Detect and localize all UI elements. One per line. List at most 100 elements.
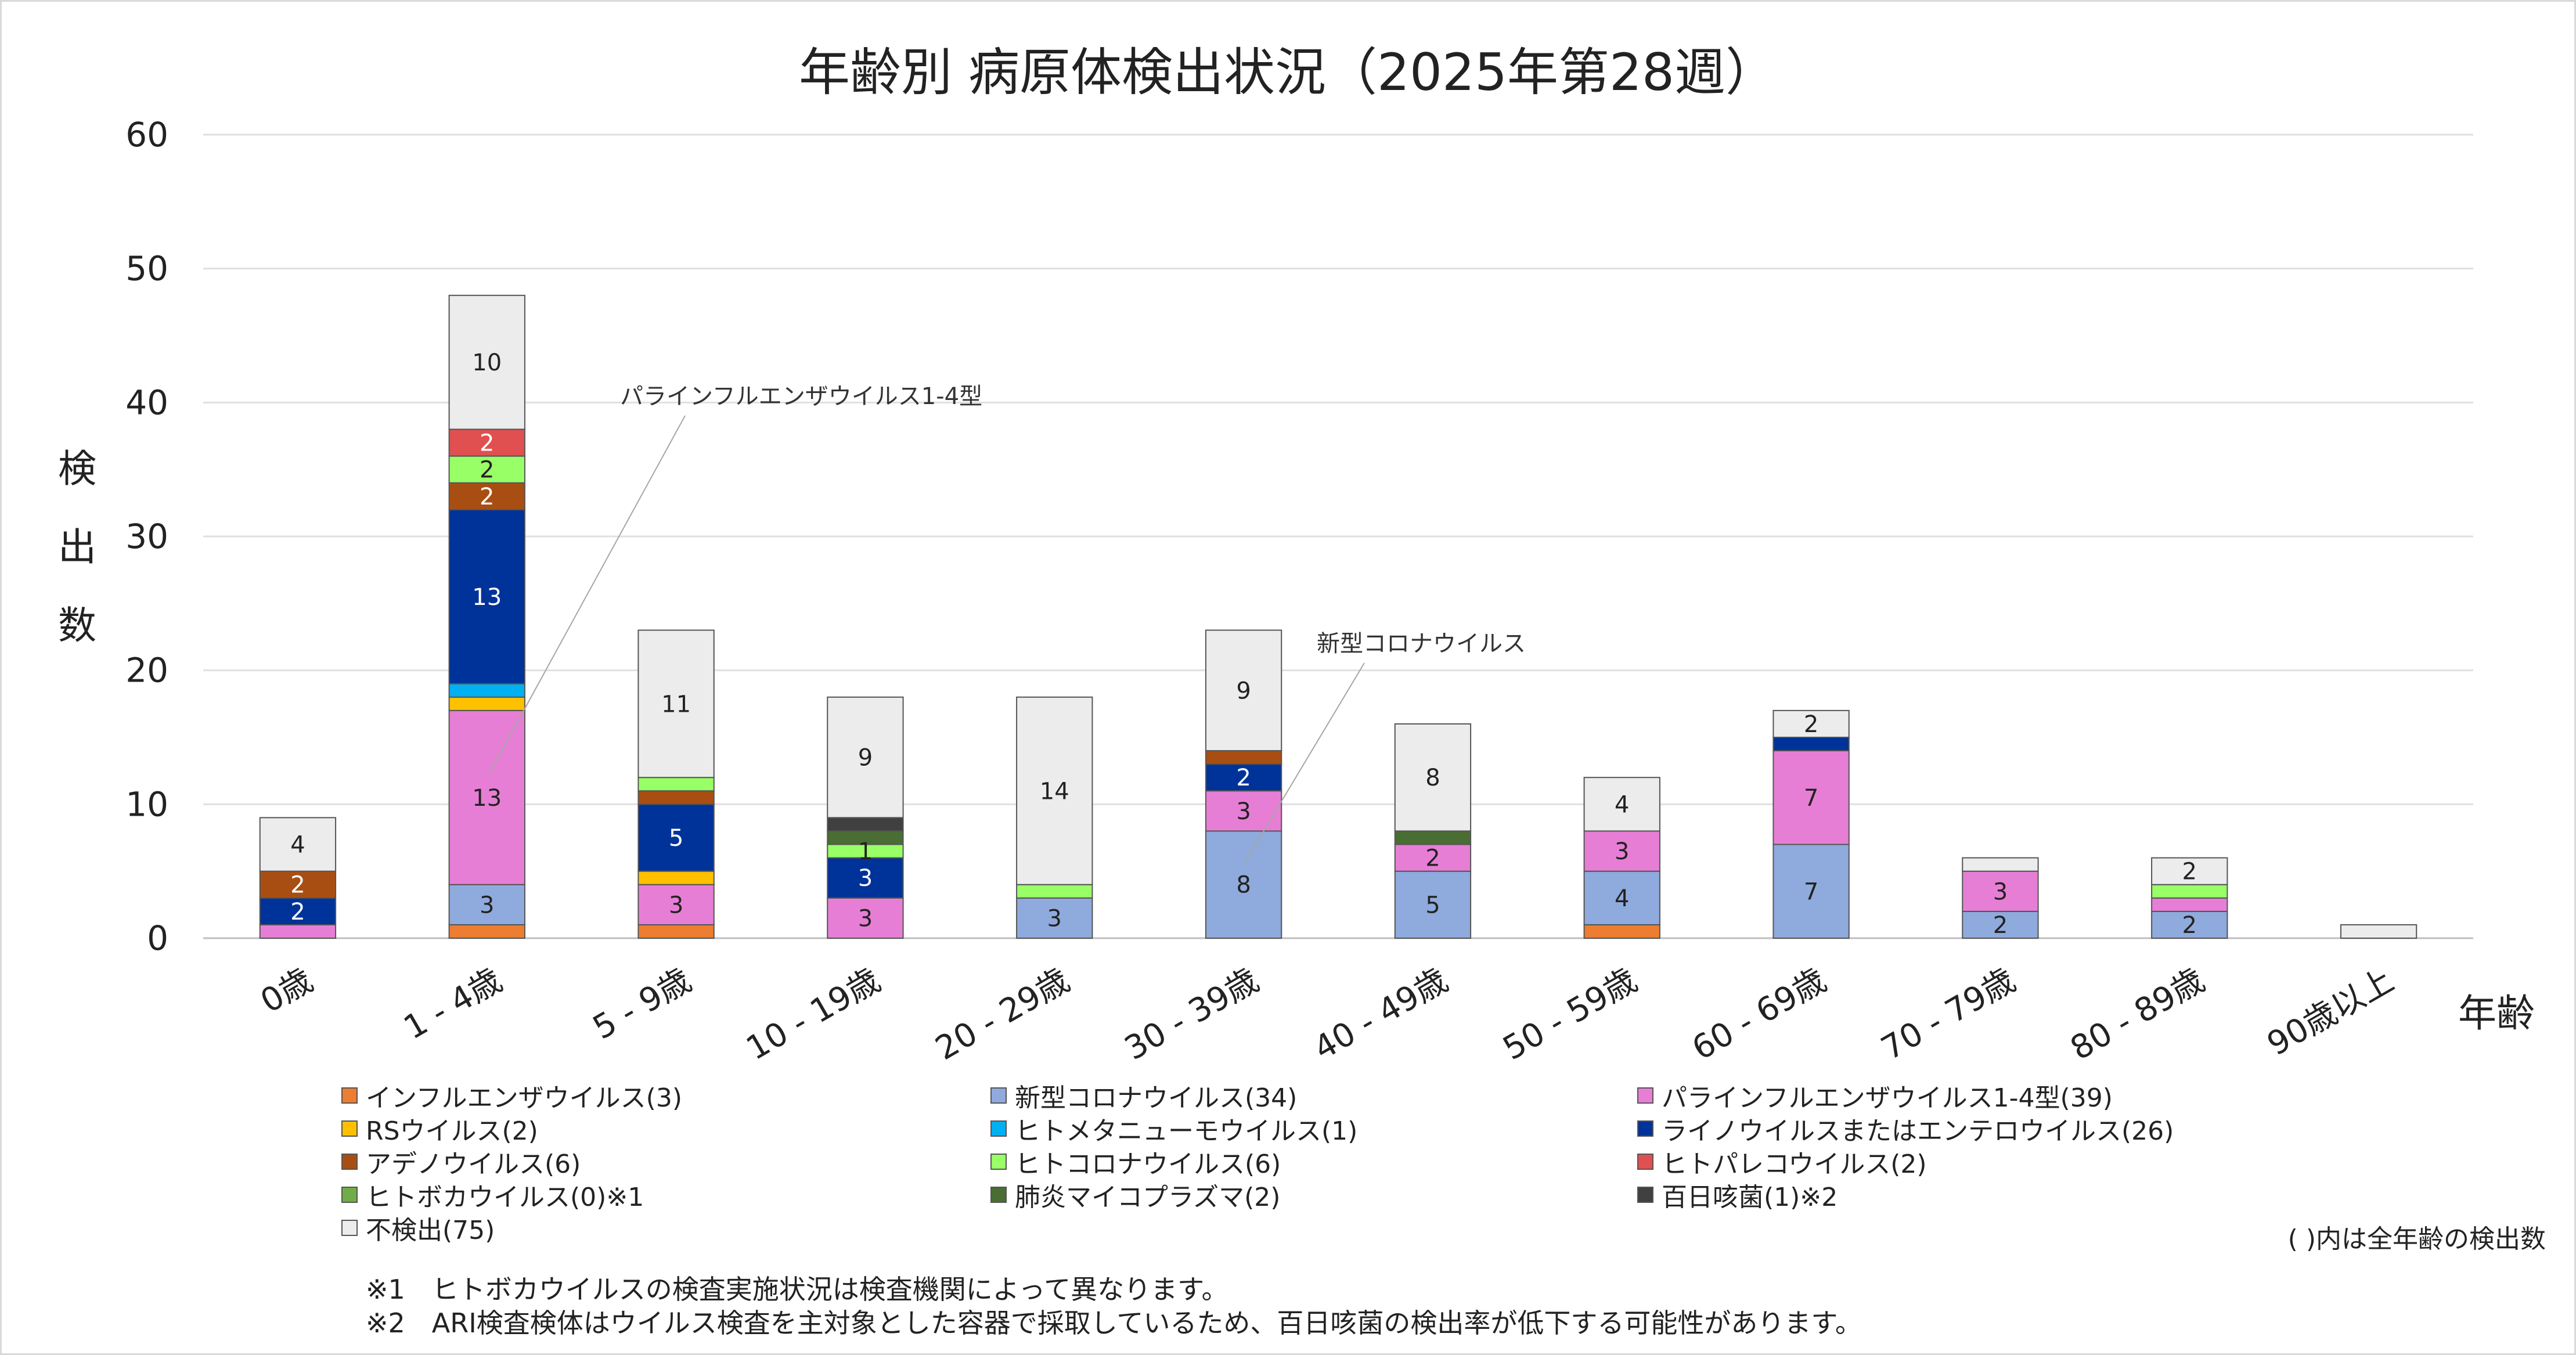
legend-swatch (1637, 1187, 1653, 1203)
data-label: 14 (1040, 778, 1069, 805)
legend-label: ヒトメタニューモウイルス(1) (1015, 1116, 1358, 1146)
bar-segment (448, 294, 525, 430)
data-label: 4 (290, 832, 305, 859)
bar-segment (637, 777, 715, 792)
y-tick-label: 30 (125, 517, 168, 556)
x-tick-label: 40 - 49歳 (1307, 961, 1454, 1068)
legend-item: 不検出(75) (341, 1209, 495, 1246)
legend-item: ライノウイルスまたはエンテロウイルス(26) (1637, 1110, 2174, 1147)
legend-swatch (990, 1087, 1007, 1104)
x-tick-label: 5 - 9歳 (587, 961, 698, 1047)
legend-label: ヒトパレコウイルス(2) (1662, 1149, 1927, 1179)
legend-swatch (1637, 1087, 1653, 1104)
data-label: 11 (661, 691, 691, 718)
data-labels: 2243131322210351133193148329528434772232… (290, 349, 2197, 939)
legend-label: ヒトコロナウイルス(6) (1015, 1149, 1281, 1179)
bar-segment (2151, 910, 2228, 939)
bar-segment (1962, 910, 2039, 939)
bar-segment (1962, 870, 2039, 912)
bar-segment (637, 870, 715, 885)
bar-segment (827, 897, 904, 939)
data-label: 8 (1236, 872, 1251, 899)
bar-segment (448, 428, 525, 457)
legend-swatch (1637, 1154, 1653, 1170)
y-axis-label: 検出数 (58, 446, 96, 648)
legend-label: 不検出(75) (366, 1216, 495, 1245)
legend-label: 新型コロナウイルス(34) (1015, 1083, 1298, 1113)
legend-item: 新型コロナウイルス(34) (990, 1077, 1297, 1114)
x-tick-label: 60 - 69歳 (1686, 961, 1833, 1068)
data-label: 3 (1993, 878, 2008, 905)
bar-segment (1205, 750, 1282, 765)
legend-item: ヒトコロナウイルス(6) (990, 1143, 1281, 1180)
data-label: 7 (1804, 785, 1818, 812)
bar-segment (1205, 790, 1282, 832)
legend-note: ( )内は全年齢の検出数 (2287, 1224, 2546, 1254)
bar-segment (259, 924, 337, 939)
data-label: 2 (1236, 765, 1251, 791)
data-label: 2 (2182, 912, 2197, 939)
bar-segment (827, 696, 904, 819)
legend-swatch (341, 1120, 358, 1137)
bar-segment (1583, 830, 1660, 872)
bar-segment (1583, 870, 1660, 925)
bar-segment (637, 790, 715, 805)
bar-segment (637, 803, 715, 872)
bar-segment (448, 455, 525, 484)
x-tick-label: 70 - 79歳 (1875, 961, 2022, 1068)
chart-title: 年齢別 病原体検出状況（2025年第28週） (799, 42, 1777, 102)
bar-segment (1583, 777, 1660, 832)
bar-segment (1772, 750, 1850, 845)
data-label: 2 (2182, 859, 2197, 885)
bar-segment (448, 924, 525, 939)
legend-swatch (990, 1187, 1007, 1203)
x-tick-label: 1 - 4歳 (398, 961, 509, 1047)
gridlines (203, 134, 2473, 939)
bar-segment (1205, 830, 1282, 939)
x-tick-label: 50 - 59歳 (1497, 961, 1644, 1068)
bar-segment (448, 683, 525, 698)
y-axis-label-char: 検 (58, 446, 96, 491)
bar-segment (448, 509, 525, 684)
bar-segment (1016, 884, 1093, 899)
x-tick-label: 0歳 (254, 961, 319, 1021)
bar-segment (1394, 723, 1472, 832)
bar-segment (2151, 884, 2228, 899)
legend-item: ヒトパレコウイルス(2) (1637, 1143, 1927, 1180)
bar-segment (2340, 924, 2418, 939)
callout-label: 新型コロナウイルス (1317, 630, 1526, 657)
legend-item: 百日咳菌(1)※2 (1637, 1176, 1838, 1213)
bar-segment (448, 482, 525, 510)
data-label: 2 (290, 899, 305, 925)
data-label: 2 (1804, 711, 1818, 738)
legend-item: パラインフルエンザウイルス1-4型(39) (1637, 1077, 2113, 1114)
legend-item: インフルエンザウイルス(3) (341, 1077, 682, 1114)
data-label: 3 (1047, 905, 1062, 932)
data-label: 13 (472, 785, 502, 812)
x-tick-label: 80 - 89歳 (2064, 961, 2211, 1068)
y-tick-label: 20 (125, 651, 168, 690)
data-label: 3 (1236, 798, 1251, 825)
bar-segment (1583, 924, 1660, 939)
bar-segment (637, 884, 715, 925)
bar-segment (637, 629, 715, 779)
legend-item: アデノウイルス(6) (341, 1143, 581, 1180)
x-axis-label: 年齢 (2458, 991, 2535, 1036)
legend-label: 百日咳菌(1)※2 (1662, 1183, 1838, 1212)
data-label: 4 (1615, 791, 1629, 818)
data-label: 7 (1804, 878, 1818, 905)
data-label: 13 (472, 584, 502, 611)
callout-line (488, 415, 686, 775)
data-label: 10 (472, 349, 502, 376)
data-label: 3 (480, 892, 494, 918)
bar-segment (259, 817, 337, 872)
data-label: 8 (1425, 765, 1440, 791)
legend-item: ヒトボカウイルス(0)※1 (341, 1176, 644, 1213)
data-label: 5 (669, 825, 683, 852)
legend-item: 肺炎マイコプラズマ(2) (990, 1176, 1280, 1213)
x-tick-label: 90歳以上 (2261, 961, 2400, 1064)
data-label: 3 (858, 905, 873, 932)
